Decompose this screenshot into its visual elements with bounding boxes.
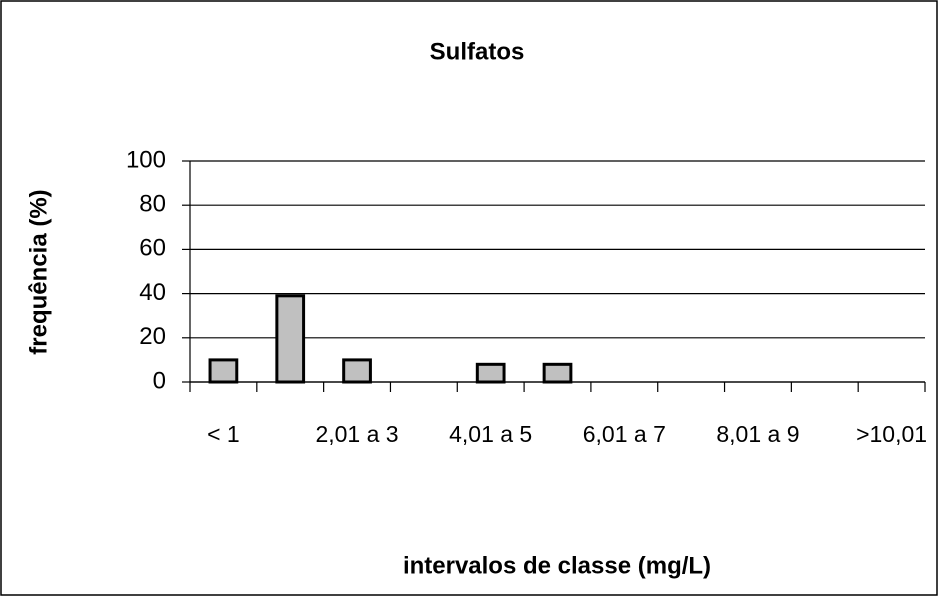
x-tick-label: < 1 [207, 421, 240, 447]
bar [542, 362, 573, 384]
x-axis-title: intervalos de classe (mg/L) [403, 552, 711, 579]
x-tick-label: >10,01 [856, 421, 928, 447]
y-axis-title: frequência (%) [25, 189, 52, 354]
chart-title: Sulfatos [430, 38, 525, 65]
y-tick-label: 100 [126, 146, 166, 173]
y-tick-label: 60 [139, 235, 166, 262]
y-tick-label: 80 [139, 191, 166, 218]
bar [275, 294, 306, 384]
x-tick-label: 4,01 a 5 [449, 421, 533, 447]
bar [342, 358, 372, 384]
x-tick-label: 8,01 a 9 [716, 421, 800, 447]
y-tick-label: 0 [153, 367, 166, 394]
bar [208, 358, 239, 384]
x-tick-label: 2,01 a 3 [315, 421, 399, 447]
y-tick-label: 40 [139, 279, 166, 306]
y-tick-label: 20 [139, 323, 166, 350]
bar [475, 362, 506, 384]
x-tick-label: 6,01 a 7 [582, 421, 666, 447]
